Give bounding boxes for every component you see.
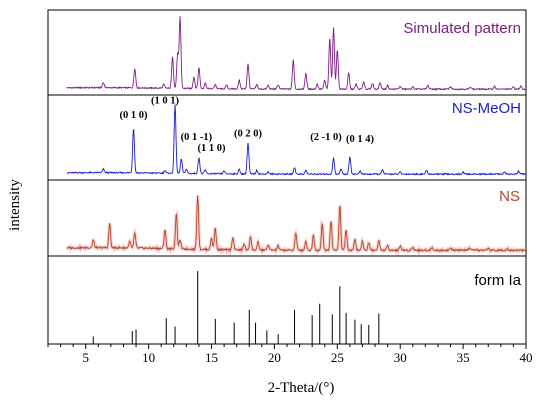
peak-label: (2 -1 0)	[310, 132, 342, 143]
panels-layer: Simulated pattern NS-MeOH (0 1 0)(1 0 1) (0…	[47, 9, 527, 345]
x-tick-label: 5	[82, 350, 89, 365]
panel-frame	[47, 255, 527, 345]
x-tick-label: 30	[394, 350, 407, 365]
x-axis: 5 10 15 20 25 30 35 40	[47, 344, 533, 365]
panel-2: NS	[47, 179, 527, 257]
pattern-line	[66, 195, 526, 253]
series-name: form Ia	[474, 272, 521, 289]
peak-label: (0 2 0)	[234, 128, 262, 139]
panel-0: Simulated pattern	[47, 9, 527, 96]
peak-label: (1 1 0)	[198, 143, 226, 154]
x-tick-label: 25	[331, 350, 344, 365]
x-tick-label: 20	[268, 350, 281, 365]
panel-1: NS-MeOH (0 1 0)(1 0 1) (0 1 -1)(1 1 0) (0 2…	[47, 94, 527, 181]
x-axis-label: 2-Theta/(°)	[268, 380, 335, 396]
series-name: NS	[499, 188, 520, 205]
panel-3: form Ia	[47, 255, 527, 345]
panel-frame	[47, 179, 527, 257]
peak-label: (0 1 4)	[346, 134, 374, 145]
peak-label: (0 1 0)	[120, 110, 148, 121]
series-name: Simulated pattern	[403, 20, 521, 37]
peak-label: (0 1 -1)	[181, 132, 213, 143]
x-tick-label: 35	[457, 350, 470, 365]
x-tick-label: 10	[142, 350, 155, 365]
x-tick-label: 40	[520, 350, 533, 365]
pattern-halo	[66, 195, 526, 257]
series-name: NS-MeOH	[452, 100, 521, 117]
peak-label: (1 0 1)	[151, 95, 179, 106]
x-tick-label: 15	[205, 350, 218, 365]
pattern-line	[66, 16, 526, 91]
pattern-line	[66, 104, 526, 176]
y-axis-label: intensity	[7, 179, 23, 231]
